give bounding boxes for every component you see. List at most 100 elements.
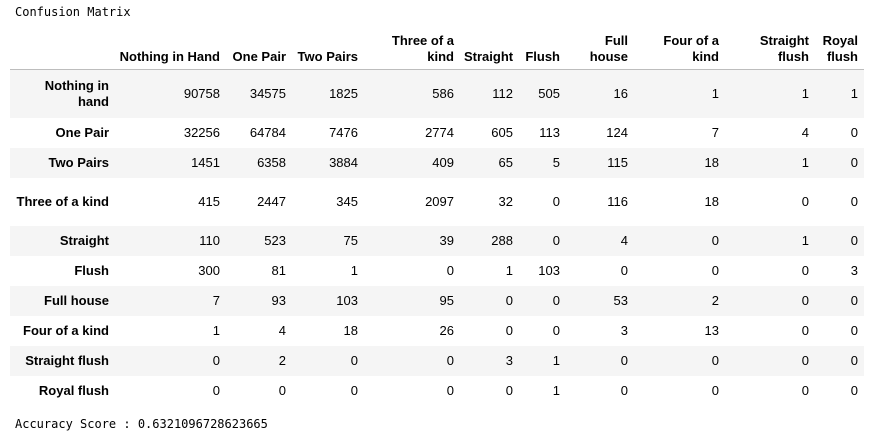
table-cell: 2097 <box>425 193 454 209</box>
row-header: Three of a kind <box>16 193 109 209</box>
table-cell: 90758 <box>183 85 220 101</box>
table-cell: 2774 <box>425 124 454 140</box>
table-cell: 103 <box>538 262 560 278</box>
table-cell: 0 <box>552 292 560 308</box>
table-cell: 605 <box>491 124 513 140</box>
row-header: Straight flush <box>25 352 109 368</box>
table-cell: 0 <box>850 322 858 338</box>
table-cell: 2 <box>711 292 719 308</box>
table-cell: 0 <box>711 352 719 368</box>
column-header: Two Pairs <box>292 24 364 70</box>
confusion-matrix-table: Nothing in Hand One Pair Two Pairs Three… <box>10 24 864 406</box>
table-cell: 0 <box>801 322 809 338</box>
table-cell: 0 <box>850 232 858 248</box>
table-cell: 3884 <box>329 154 358 170</box>
row-header: Nothing in hand <box>44 77 109 109</box>
table-cell: 18 <box>343 322 358 338</box>
table-cell: 1 <box>212 322 220 338</box>
column-header: Straight <box>460 24 519 70</box>
table-cell: 1 <box>801 85 809 101</box>
table-cell: 0 <box>801 193 809 209</box>
table-cell: 18 <box>704 193 719 209</box>
table-cell: 0 <box>850 382 858 398</box>
row-header: Full house <box>44 292 109 308</box>
table-cell: 1 <box>505 262 513 278</box>
table-row: Three of a kind 415 2447 345 2097 32 0 1… <box>10 177 864 226</box>
table-cell: 345 <box>336 193 358 209</box>
table-cell: 5 <box>552 154 560 170</box>
column-header: Straight flush <box>725 24 815 70</box>
header-row: Nothing in Hand One Pair Two Pairs Three… <box>10 24 864 70</box>
column-header: Three of a kind <box>364 24 460 70</box>
table-cell: 7 <box>212 292 220 308</box>
table-cell: 0 <box>552 232 560 248</box>
accuracy-score-output: Accuracy Score : 0.6321096728623665 <box>15 417 268 431</box>
table-cell: 1 <box>552 382 560 398</box>
table-cell: 7 <box>711 124 719 140</box>
table-cell: 116 <box>607 193 628 209</box>
table-cell: 7476 <box>329 124 358 140</box>
table-cell: 0 <box>801 382 809 398</box>
table-cell: 3 <box>620 322 628 338</box>
table-row: Straight flush 0 2 0 0 3 1 0 0 0 0 <box>10 345 864 376</box>
table-cell: 103 <box>336 292 358 308</box>
table-cell: 32256 <box>183 124 220 140</box>
table-cell: 16 <box>613 85 628 101</box>
row-header: One Pair <box>55 124 109 140</box>
table-cell: 0 <box>350 352 358 368</box>
table-cell: 0 <box>850 193 858 209</box>
table-cell: 0 <box>850 154 858 170</box>
table-row: Two Pairs 1451 6358 3884 409 65 5 115 18… <box>10 147 864 178</box>
table-cell: 6358 <box>257 154 286 170</box>
table-cell: 0 <box>505 292 513 308</box>
table-cell: 0 <box>620 352 628 368</box>
table-cell: 32 <box>498 193 513 209</box>
table-cell: 0 <box>505 322 513 338</box>
table-cell: 26 <box>439 322 454 338</box>
table-cell: 1 <box>850 85 858 101</box>
table-cell: 1 <box>552 352 560 368</box>
row-header: Two Pairs <box>48 154 109 170</box>
output-title: Confusion Matrix <box>15 5 131 19</box>
table-cell: 0 <box>620 382 628 398</box>
table-cell: 112 <box>492 85 513 101</box>
table-cell: 1 <box>350 262 358 278</box>
table-cell: 1 <box>801 154 809 170</box>
table-cell: 18 <box>704 154 719 170</box>
table-cell: 3 <box>505 352 513 368</box>
table-row: One Pair 32256 64784 7476 2774 605 113 1… <box>10 117 864 148</box>
table-cell: 95 <box>439 292 454 308</box>
table-cell: 1825 <box>329 85 358 101</box>
table-cell: 0 <box>850 292 858 308</box>
table-cell: 505 <box>538 85 560 101</box>
column-header: Flush <box>519 24 566 70</box>
table-cell: 409 <box>432 154 454 170</box>
table-cell: 0 <box>711 232 719 248</box>
table-cell: 113 <box>539 124 560 140</box>
table-cell: 115 <box>607 154 628 170</box>
table-row: Straight 110 523 75 39 288 0 4 0 1 0 <box>10 225 864 256</box>
row-header: Royal flush <box>38 382 109 398</box>
table-row: Four of a kind 1 4 18 26 0 0 3 13 0 0 <box>10 315 864 346</box>
column-header: One Pair <box>226 24 292 70</box>
table-row: Royal flush 0 0 0 0 0 1 0 0 0 0 <box>10 375 864 406</box>
table-cell: 0 <box>212 352 220 368</box>
table-cell: 2 <box>278 352 286 368</box>
table-cell: 0 <box>278 382 286 398</box>
table-cell: 4 <box>620 232 628 248</box>
table-cell: 0 <box>350 382 358 398</box>
table-cell: 0 <box>446 382 454 398</box>
table-cell: 586 <box>432 85 454 101</box>
table-cell: 523 <box>264 232 286 248</box>
table-cell: 288 <box>491 232 513 248</box>
table-cell: 0 <box>212 382 220 398</box>
table-cell: 53 <box>613 292 628 308</box>
table-cell: 13 <box>704 322 719 338</box>
row-header: Four of a kind <box>23 322 109 338</box>
table-cell: 0 <box>711 382 719 398</box>
table-cell: 0 <box>552 193 560 209</box>
table-cell: 39 <box>439 232 454 248</box>
table-cell: 0 <box>620 262 628 278</box>
table-cell: 110 <box>199 232 220 248</box>
table-row: Nothing in hand 90758 34575 1825 586 112… <box>10 69 864 118</box>
